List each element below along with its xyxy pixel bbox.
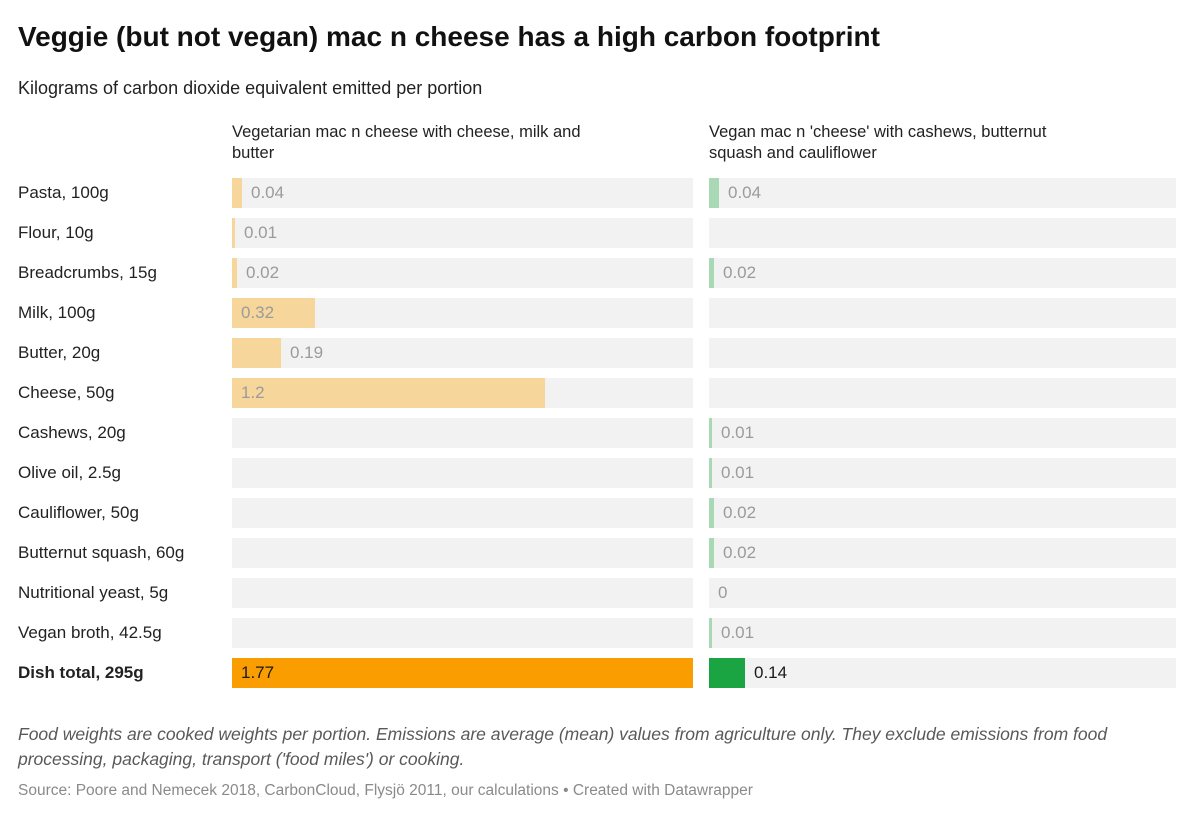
row-label: Pasta, 100g: [18, 183, 109, 202]
bar-track-vegan: 0.02: [709, 538, 1176, 568]
bar-vegan: [709, 538, 714, 568]
row-label: Breadcrumbs, 15g: [18, 263, 157, 282]
row-label: Cauliflower, 50g: [18, 503, 139, 522]
bar-vegetarian: [232, 338, 281, 368]
value-label: 0.02: [246, 263, 280, 282]
bar-track-vegetarian: 1.2: [232, 378, 693, 408]
chart-row: Milk, 100g 0.32: [0, 298, 1200, 328]
bar-track-vegan: [709, 218, 1176, 248]
bar-track-vegan: 0: [709, 578, 1176, 608]
bar-track-vegan: 0.01: [709, 458, 1176, 488]
chart-row: Butternut squash, 60g 0.02: [0, 538, 1200, 568]
row-label: Milk, 100g: [18, 303, 96, 322]
column-header-vegetarian: Vegetarian mac n cheese with cheese, mil…: [232, 122, 693, 164]
value-label: 0.32: [241, 303, 275, 322]
chart-title: Veggie (but not vegan) mac n cheese has …: [18, 21, 880, 52]
chart-row: Vegan broth, 42.5g 0.01: [0, 618, 1200, 648]
bar-track-vegan: [709, 378, 1176, 408]
value-label: 0.04: [728, 183, 762, 202]
chart-row: Pasta, 100g 0.04 0.04: [0, 178, 1200, 208]
value-label: 0.01: [721, 463, 755, 482]
value-label: 0.02: [723, 503, 757, 522]
value-label: 0.14: [754, 663, 788, 682]
bar-track-vegan: 0.01: [709, 618, 1176, 648]
value-label: 0.02: [723, 263, 757, 282]
column-header-vegan-label: Vegan mac n 'cheese' with cashews, butte…: [709, 123, 1047, 162]
bar-track-vegetarian: [232, 498, 693, 528]
chart-subtitle: Kilograms of carbon dioxide equivalent e…: [18, 78, 483, 98]
footnote: Food weights are cooked weights per port…: [18, 724, 1108, 769]
value-label: 0.04: [251, 183, 285, 202]
bar-vegan: [709, 178, 719, 208]
row-label: Olive oil, 2.5g: [18, 463, 121, 482]
bar-chart: Pasta, 100g 0.04 0.04 Flour, 10g 0.01 Breadcr…: [0, 178, 1200, 688]
bar-vegan: [709, 458, 712, 488]
row-label: Nutritional yeast, 5g: [18, 583, 169, 602]
bar-track-vegetarian: [232, 578, 693, 608]
bar-track-vegan: 0.02: [709, 258, 1176, 288]
bar-track-vegetarian: 0.01: [232, 218, 693, 248]
bar-vegetarian: [232, 178, 242, 208]
column-header-vegan: Vegan mac n 'cheese' with cashews, butte…: [709, 122, 1176, 164]
bar-vegetarian: [232, 658, 693, 688]
chart-row: Dish total, 295g 1.77 0.14: [0, 658, 1200, 688]
bar-vegetarian: [232, 378, 545, 408]
value-label: 0: [718, 583, 728, 602]
bar-track-vegan: 0.04: [709, 178, 1176, 208]
bar-vegetarian: [232, 218, 235, 248]
chart-row: Olive oil, 2.5g 0.01: [0, 458, 1200, 488]
row-label: Dish total, 295g: [18, 663, 144, 682]
value-label: 0.02: [723, 543, 757, 562]
chart-row: Butter, 20g 0.19: [0, 338, 1200, 368]
chart-row: Cheese, 50g 1.2: [0, 378, 1200, 408]
bar-track-vegetarian: [232, 458, 693, 488]
value-label: 0.01: [721, 423, 755, 442]
value-label: 0.01: [244, 223, 278, 242]
row-label: Cashews, 20g: [18, 423, 126, 442]
column-headers: Vegetarian mac n cheese with cheese, mil…: [0, 99, 1200, 164]
bar-track-vegetarian: 0.32: [232, 298, 693, 328]
bar-vegan: [709, 418, 712, 448]
bar-vegan: [709, 498, 714, 528]
bar-track-vegan: 0.01: [709, 418, 1176, 448]
chart-row: Nutritional yeast, 5g 0: [0, 578, 1200, 608]
column-header-vegetarian-label: Vegetarian mac n cheese with cheese, mil…: [232, 123, 581, 162]
bar-track-vegetarian: [232, 418, 693, 448]
chart-row: Breadcrumbs, 15g 0.02 0.02: [0, 258, 1200, 288]
bar-track-vegetarian: [232, 618, 693, 648]
bar-track-vegan: [709, 298, 1176, 328]
bar-track-vegetarian: 0.19: [232, 338, 693, 368]
bar-track-vegan: 0.14: [709, 658, 1176, 688]
bar-track-vegetarian: 0.04: [232, 178, 693, 208]
bar-track-vegetarian: [232, 538, 693, 568]
value-label: 1.77: [241, 663, 275, 682]
row-label: Flour, 10g: [18, 223, 94, 242]
bar-vegan: [709, 658, 745, 688]
bar-track-vegetarian: 0.02: [232, 258, 693, 288]
row-label: Butternut squash, 60g: [18, 543, 185, 562]
bar-vegan: [709, 618, 712, 648]
bar-vegetarian: [232, 298, 315, 328]
bar-vegetarian: [232, 258, 237, 288]
bar-track-vegan: 0.02: [709, 498, 1176, 528]
bar-track-vegan: [709, 338, 1176, 368]
bar-track-vegetarian: 1.77: [232, 658, 693, 688]
value-label: 0.01: [721, 623, 755, 642]
row-label: Butter, 20g: [18, 343, 101, 362]
row-label: Vegan broth, 42.5g: [18, 623, 162, 642]
value-label: 0.19: [290, 343, 324, 362]
row-label: Cheese, 50g: [18, 383, 115, 402]
bar-vegan: [709, 258, 714, 288]
chart-row: Flour, 10g 0.01: [0, 218, 1200, 248]
chart-row: Cauliflower, 50g 0.02: [0, 498, 1200, 528]
source-line: Source: Poore and Nemecek 2018, CarbonCl…: [18, 782, 753, 799]
value-label: 1.2: [241, 383, 265, 402]
chart-row: Cashews, 20g 0.01: [0, 418, 1200, 448]
